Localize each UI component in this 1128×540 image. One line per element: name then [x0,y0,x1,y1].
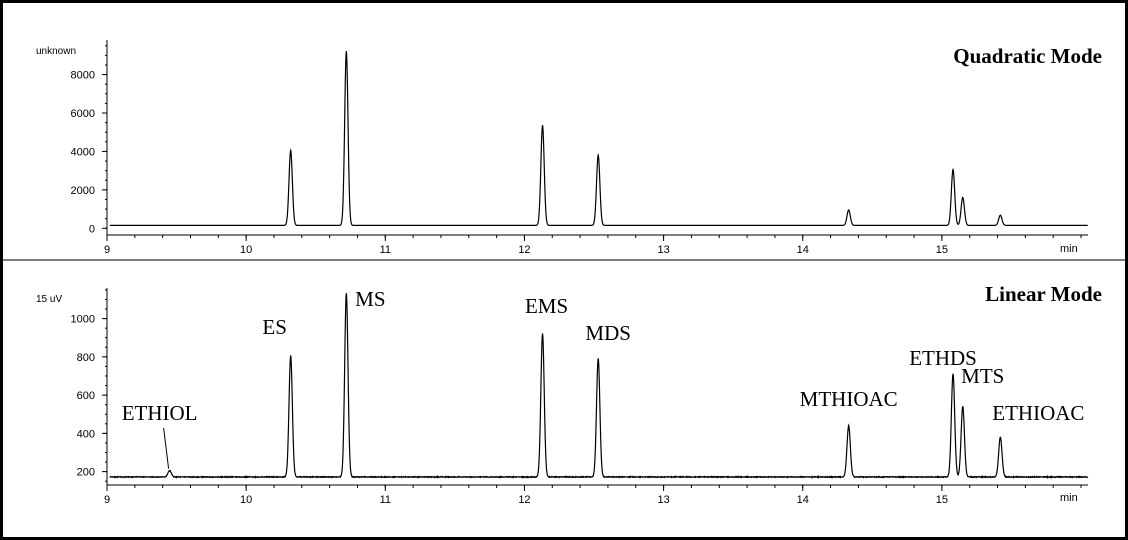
quadratic-peak-5 [952,169,954,171]
peak-label-ms: MS [355,287,385,311]
linear-y-tick-label: 1000 [71,314,95,326]
linear-x-tick-label: 11 [380,494,391,506]
quadratic-x-tick-label: 15 [936,244,948,256]
linear-peak-5 [848,425,850,427]
quadratic-x-tick-label: 13 [657,244,669,256]
quadratic-y-tick-label: 4000 [71,146,95,158]
peak-label-ethds: ETHDS [909,346,977,370]
quadratic-peak-0 [290,149,292,152]
linear-y-tick-label: 400 [77,428,95,440]
ethiol-leader-line [163,427,170,469]
quadratic-x-tick-label: 10 [240,244,252,256]
linear-peak-2 [345,293,347,295]
quadratic-panel: unknown Quadratic Mode min 0 2000 4000 6000… [36,40,1102,256]
linear-peak-6 [952,373,954,375]
linear-x-tick-label: 13 [657,494,669,506]
peak-label-mts: MTS [961,364,1004,388]
linear-x-unit: min [1060,492,1078,504]
quadratic-y-tick-label: 8000 [71,70,95,82]
quadratic-peak-7 [999,214,1001,216]
quadratic-x-tick-label: 11 [380,244,391,256]
linear-trace [109,293,1089,479]
quadratic-peak-6 [962,196,964,199]
peak-label-mthioac: MTHIOAC [800,387,898,411]
quadratic-peak-4 [848,209,850,211]
quadratic-y-unit: unknown [36,46,76,57]
quadratic-y-tick-label: 0 [89,223,95,235]
quadratic-y-tick-label: 2000 [71,185,95,197]
peak-label-es: ES [262,315,287,339]
linear-y-tick-label: 200 [77,467,95,479]
linear-peak-1 [290,355,292,357]
linear-peak-0 [169,470,171,472]
quadratic-y-tick-label: 6000 [71,108,95,120]
peak-label-ethiol: ETHIOL [122,401,198,425]
linear-title: Linear Mode [985,282,1102,306]
quadratic-x-tick-label: 12 [518,244,530,256]
linear-x-tick-label: 14 [797,494,809,506]
linear-x-tick-label: 10 [240,494,252,506]
quadratic-peak-1 [345,50,347,53]
quadratic-peak-3 [597,154,599,156]
peak-label-ethioac: ETHIOAC [992,401,1084,425]
linear-panel: 15 uV Linear Mode min 200 400 600 800 1000 9 1… [36,282,1102,506]
linear-x-tick-label: 9 [104,494,110,506]
quadratic-x-unit: min [1060,243,1078,255]
linear-peak-3 [541,333,544,335]
quadratic-trace [109,51,1088,226]
linear-peak-4 [597,358,599,360]
linear-x-tick-label: 15 [936,494,948,506]
peak-label-ems: EMS [525,294,568,318]
linear-y-tick-label: 600 [77,390,95,402]
linear-y-unit: 15 uV [36,294,62,305]
linear-peak-7 [962,405,964,408]
linear-peak-8 [999,436,1001,438]
linear-x-tick-label: 12 [518,494,530,506]
quadratic-x-tick-label: 9 [104,244,110,256]
peak-label-mds: MDS [585,321,631,345]
linear-y-tick-label: 800 [77,352,95,364]
quadratic-x-tick-label: 14 [797,244,809,256]
quadratic-peak-2 [541,124,544,127]
quadratic-title: Quadratic Mode [953,44,1102,68]
